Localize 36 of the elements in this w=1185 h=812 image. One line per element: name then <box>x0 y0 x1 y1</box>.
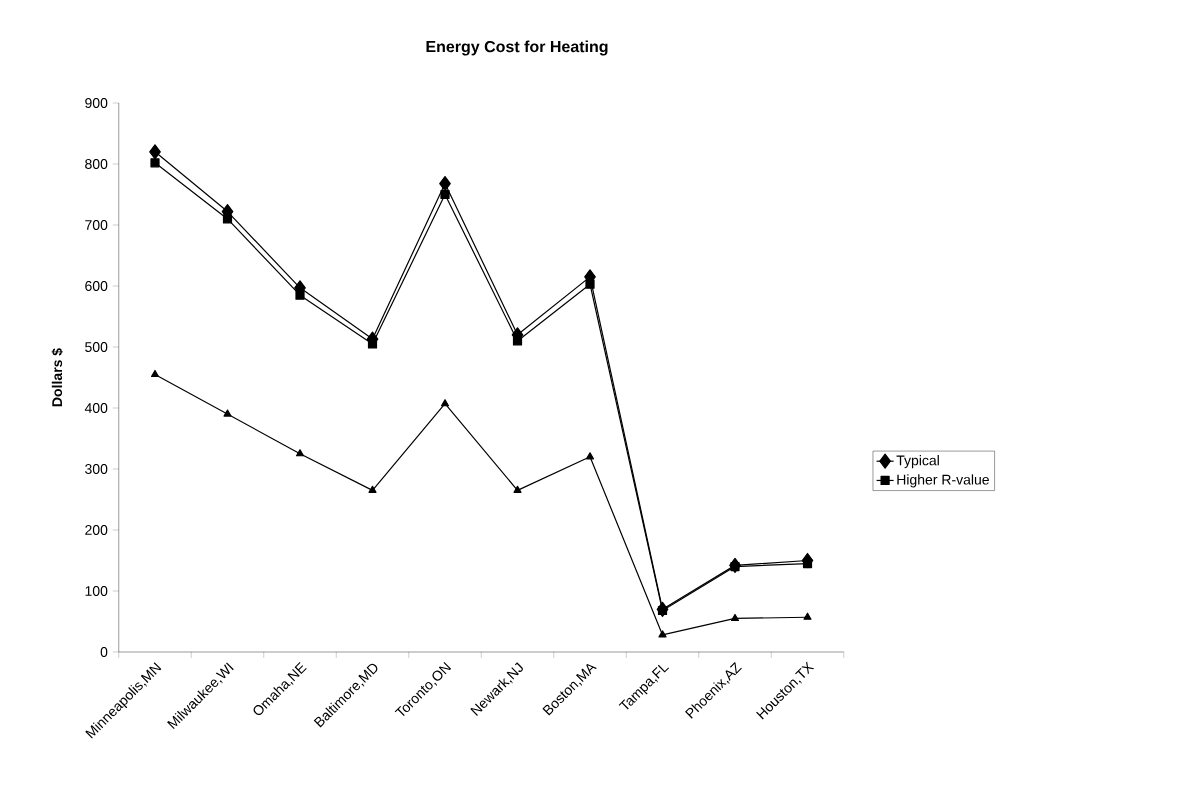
y-axis-title: Dollars $ <box>51 348 63 407</box>
point <box>730 562 740 572</box>
chart-title: Energy Cost for Heating <box>426 40 608 56</box>
point <box>440 399 450 407</box>
y-tick-label: 600 <box>85 281 108 291</box>
legend-label: Higher R-value <box>897 474 989 488</box>
point <box>368 485 377 493</box>
y-tick-label: 200 <box>85 525 108 535</box>
y-tick-label: 500 <box>85 342 108 352</box>
point <box>513 485 522 493</box>
point <box>585 452 595 460</box>
point <box>222 214 233 224</box>
point <box>658 630 667 638</box>
y-tick-label: 700 <box>85 220 108 230</box>
point <box>295 449 305 457</box>
point <box>223 409 232 417</box>
y-tick-label: 100 <box>85 586 108 596</box>
point <box>730 613 740 622</box>
point <box>585 279 595 289</box>
point <box>512 336 523 346</box>
y-tick-label: 300 <box>85 464 108 474</box>
point <box>440 189 450 200</box>
point <box>439 175 451 192</box>
y-tick-label: 900 <box>85 98 108 108</box>
point <box>150 369 160 378</box>
y-tick-label: 400 <box>84 403 108 413</box>
point <box>295 290 305 300</box>
legend-label: Typical <box>896 455 939 469</box>
point <box>149 144 161 160</box>
point <box>367 339 378 349</box>
point <box>802 558 813 569</box>
y-tick-label: 0 <box>100 647 108 657</box>
point <box>803 612 812 620</box>
point <box>150 158 160 168</box>
y-tick-label: 800 <box>85 159 108 169</box>
point <box>657 605 668 616</box>
